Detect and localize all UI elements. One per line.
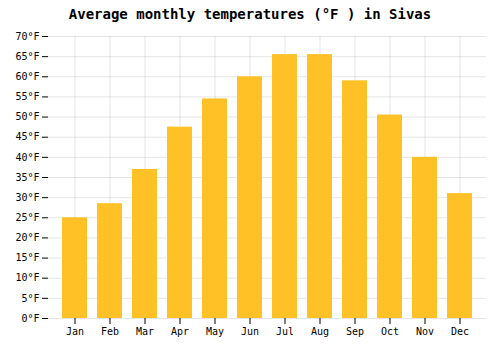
svg-text:Sep: Sep xyxy=(346,326,364,337)
svg-text:60°F: 60°F xyxy=(15,71,39,82)
svg-text:Jun: Jun xyxy=(241,326,259,337)
svg-text:0°F: 0°F xyxy=(21,313,39,324)
html-text:Average monthly temperatures (: Average monthly temperatures (°F ) in Si… xyxy=(68,6,432,22)
svg-text:50°F: 50°F xyxy=(15,111,39,122)
svg-text:45°F: 45°F xyxy=(15,131,39,142)
svg-text:Apr: Apr xyxy=(171,326,189,337)
svg-text:Jul: Jul xyxy=(276,326,294,337)
svg-text:May: May xyxy=(206,326,224,337)
svg-text:65°F: 65°F xyxy=(15,51,39,62)
svg-text:Jan: Jan xyxy=(66,326,84,337)
svg-text:30°F: 30°F xyxy=(15,192,39,203)
svg-text:Aug: Aug xyxy=(311,326,329,337)
svg-text:Nov: Nov xyxy=(416,326,434,337)
svg-text:Mar: Mar xyxy=(136,326,154,337)
svg-text:70°F: 70°F xyxy=(15,31,39,42)
svg-text:55°F: 55°F xyxy=(15,91,39,102)
svg-text:15°F: 15°F xyxy=(15,252,39,263)
svg-text:Feb: Feb xyxy=(101,326,119,337)
svg-text:10°F: 10°F xyxy=(15,272,39,283)
svg-text:40°F: 40°F xyxy=(15,152,39,163)
svg-text:Oct: Oct xyxy=(381,326,399,337)
svg-text:35°F: 35°F xyxy=(15,172,39,183)
svg-text:Dec: Dec xyxy=(451,326,469,337)
svg-text:20°F: 20°F xyxy=(15,232,39,243)
svg-text:5°F: 5°F xyxy=(21,293,39,304)
svg-text:25°F: 25°F xyxy=(15,212,39,223)
